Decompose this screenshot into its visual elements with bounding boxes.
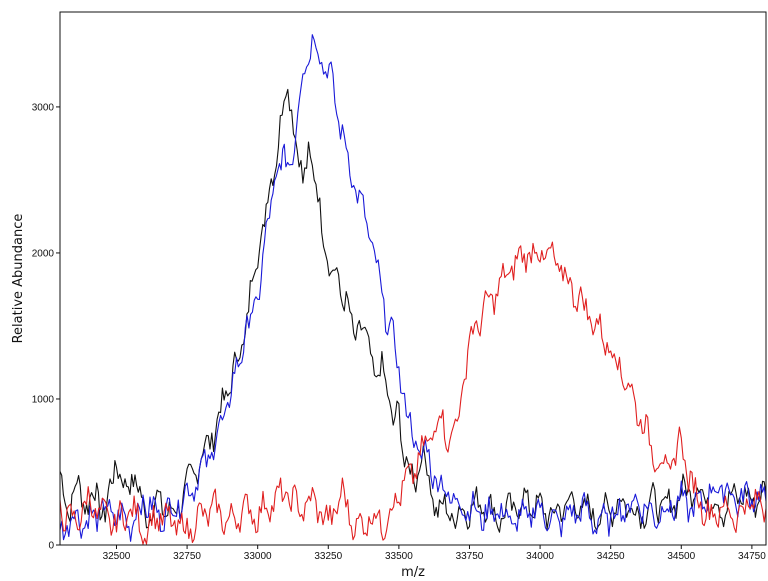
series-line-3 <box>59 241 767 545</box>
y-tick-label: 3000 <box>32 102 55 113</box>
x-tick-label: 34500 <box>667 551 695 562</box>
y-axis-title: Relative Abundance <box>11 214 26 344</box>
y-tick-label: 2000 <box>32 248 55 259</box>
x-axis-title: m/z <box>401 565 425 580</box>
series-line-1 <box>59 88 767 533</box>
y-tick-label: 1000 <box>32 394 55 405</box>
y-tick-label: 0 <box>48 541 54 552</box>
series-line-2 <box>59 34 767 542</box>
x-tick-label: 34000 <box>526 551 554 562</box>
x-tick-label: 32750 <box>173 551 201 562</box>
series-layer <box>59 34 767 545</box>
x-tick-label: 33250 <box>314 551 342 562</box>
x-tick-label: 32500 <box>103 551 131 562</box>
x-tick-label: 33750 <box>456 551 484 562</box>
x-tick-label: 34750 <box>738 551 766 562</box>
x-tick-label: 33500 <box>385 551 413 562</box>
axes-layer: 32500 32750 33000 33250 33500 33750 34000 34250… <box>32 102 766 562</box>
x-tick-label: 33000 <box>244 551 272 562</box>
x-tick-label: 34250 <box>597 551 625 562</box>
plot-frame <box>59 11 767 546</box>
